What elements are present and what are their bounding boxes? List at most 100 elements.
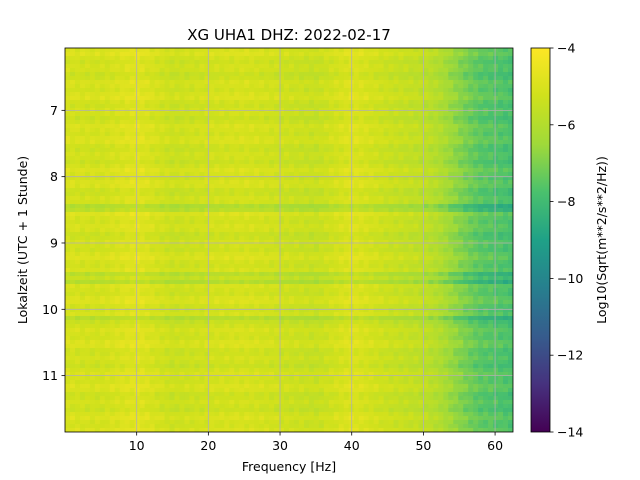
heatmap-cell bbox=[303, 228, 310, 233]
heatmap-cell bbox=[69, 132, 76, 137]
heatmap-cell bbox=[363, 148, 370, 153]
heatmap-cell bbox=[169, 200, 176, 205]
heatmap-cell bbox=[418, 144, 424, 149]
heatmap-cell bbox=[403, 172, 410, 177]
heatmap-cell bbox=[114, 164, 121, 169]
heatmap-cell bbox=[438, 64, 444, 69]
heatmap-cell bbox=[179, 144, 186, 149]
heatmap-cell bbox=[174, 252, 181, 257]
heatmap-cell bbox=[318, 124, 325, 129]
heatmap-cell bbox=[343, 120, 350, 125]
heatmap-cell bbox=[388, 112, 395, 117]
heatmap-cell bbox=[488, 264, 494, 269]
heatmap-cell bbox=[388, 92, 395, 97]
heatmap-cell bbox=[463, 228, 469, 233]
heatmap-cell bbox=[234, 192, 240, 197]
heatmap-cell bbox=[438, 256, 444, 261]
heatmap-cell bbox=[363, 140, 370, 145]
heatmap-cell bbox=[264, 60, 270, 65]
heatmap-cell bbox=[69, 180, 76, 185]
heatmap-cell bbox=[144, 48, 151, 53]
heatmap-cell bbox=[448, 264, 454, 269]
heatmap-cell bbox=[443, 176, 449, 181]
heatmap-cell bbox=[269, 268, 275, 273]
heatmap-cell bbox=[264, 144, 270, 149]
heatmap-cell bbox=[433, 120, 439, 125]
heatmap-cell bbox=[368, 232, 375, 237]
heatmap-cell bbox=[473, 260, 479, 265]
heatmap-cell bbox=[204, 220, 210, 225]
heatmap-cell bbox=[323, 52, 330, 57]
heatmap-cell bbox=[328, 96, 335, 101]
heatmap-cell bbox=[114, 120, 121, 125]
heatmap-cell bbox=[99, 240, 106, 245]
heatmap-cell bbox=[293, 60, 300, 65]
heatmap-cell bbox=[249, 132, 255, 137]
heatmap-cell bbox=[109, 224, 116, 229]
heatmap-cell bbox=[274, 224, 280, 229]
heatmap-cell bbox=[109, 240, 116, 245]
heatmap-cell bbox=[428, 100, 434, 105]
heatmap-cell bbox=[244, 248, 250, 253]
heatmap-cell bbox=[338, 112, 345, 117]
heatmap-cell bbox=[488, 64, 494, 69]
heatmap-cell bbox=[144, 260, 151, 265]
heatmap-cell bbox=[234, 64, 240, 69]
heatmap-cell bbox=[259, 152, 265, 157]
heatmap-cell bbox=[493, 88, 499, 93]
heatmap-cell bbox=[323, 248, 330, 253]
heatmap-cell bbox=[313, 212, 320, 217]
heatmap-cell bbox=[74, 120, 81, 125]
heatmap-cell bbox=[433, 52, 439, 57]
heatmap-cell bbox=[244, 252, 250, 257]
heatmap-cell bbox=[194, 100, 200, 105]
heatmap-cell bbox=[124, 156, 131, 161]
heatmap-cell bbox=[418, 200, 424, 205]
heatmap-cell bbox=[209, 52, 215, 57]
heatmap-cell bbox=[139, 216, 146, 221]
heatmap-cell bbox=[134, 124, 141, 129]
heatmap-cell bbox=[423, 72, 429, 77]
heatmap-cell bbox=[249, 128, 255, 133]
heatmap-cell bbox=[408, 68, 415, 73]
heatmap-cell bbox=[423, 80, 429, 85]
heatmap-cell bbox=[358, 88, 365, 93]
heatmap-cell bbox=[229, 240, 235, 245]
heatmap-cell bbox=[298, 192, 305, 197]
heatmap-cell bbox=[483, 192, 489, 197]
heatmap-cell bbox=[328, 236, 335, 241]
heatmap-cell bbox=[114, 124, 121, 129]
heatmap-cell bbox=[154, 104, 161, 109]
heatmap-cell bbox=[209, 48, 215, 53]
heatmap-cell bbox=[119, 168, 126, 173]
heatmap-cell bbox=[204, 168, 210, 173]
heatmap-cell bbox=[393, 252, 400, 257]
heatmap-cell bbox=[184, 104, 191, 109]
heatmap-cell bbox=[129, 200, 136, 205]
heatmap-cell bbox=[488, 140, 494, 145]
heatmap-cell bbox=[318, 96, 325, 101]
heatmap-cell bbox=[269, 128, 275, 133]
heatmap-cell bbox=[144, 208, 151, 213]
heatmap-cell bbox=[448, 216, 454, 221]
heatmap-cell bbox=[139, 244, 146, 249]
heatmap-cell bbox=[144, 92, 151, 97]
heatmap-cell bbox=[144, 188, 151, 193]
heatmap-cell bbox=[453, 68, 459, 73]
heatmap-cell bbox=[114, 176, 121, 181]
heatmap-cell bbox=[219, 132, 225, 137]
heatmap-cell bbox=[129, 60, 136, 65]
heatmap-cell bbox=[413, 204, 420, 209]
heatmap-cell bbox=[418, 204, 424, 209]
heatmap-cell bbox=[69, 148, 76, 153]
heatmap-cell bbox=[114, 172, 121, 177]
heatmap-cell bbox=[284, 68, 290, 73]
heatmap-cell bbox=[239, 76, 245, 81]
heatmap-cell bbox=[408, 92, 415, 97]
heatmap-cell bbox=[418, 176, 424, 181]
heatmap-cell bbox=[119, 268, 126, 273]
heatmap-cell bbox=[224, 248, 230, 253]
heatmap-cell bbox=[473, 92, 479, 97]
heatmap-cell bbox=[503, 104, 509, 109]
heatmap-cell bbox=[189, 172, 196, 177]
